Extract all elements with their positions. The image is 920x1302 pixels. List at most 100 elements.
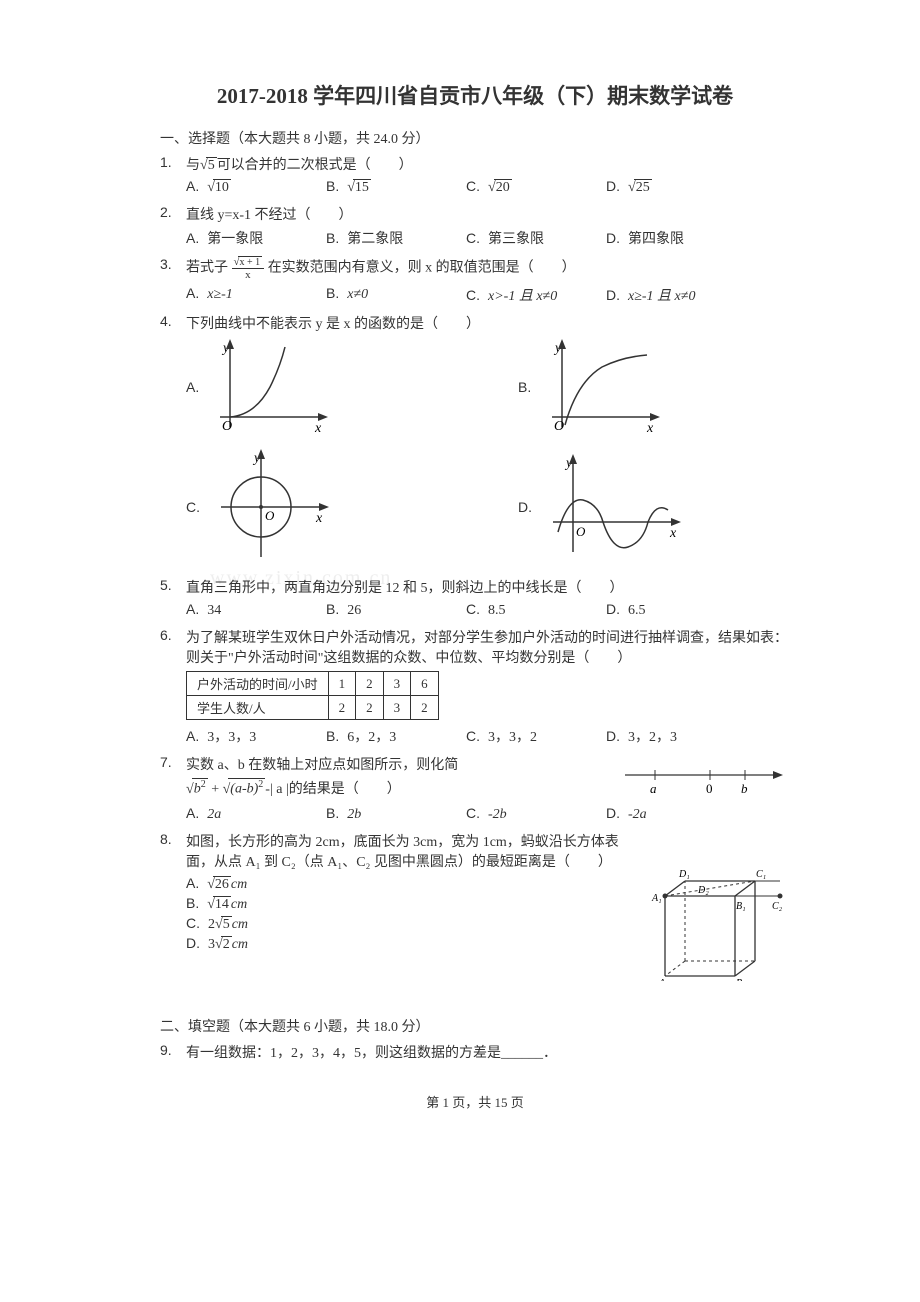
svg-text:x: x [314, 421, 322, 436]
svg-text:O: O [576, 524, 586, 539]
question-3: 3. 若式子 √x + 1 x 在实数范围内有意义，则 x 的取值范围是（ ） [160, 256, 790, 281]
q5-options: A.34 B.26 C.8.5 D.6.5 [186, 601, 790, 621]
svg-text:C₂: C₂ [772, 901, 783, 912]
svg-text:O: O [222, 419, 232, 434]
question-6: 6. 为了解某班学生双休日户外活动情况，对部分学生参加户外活动的时间进行抽样调查… [160, 627, 790, 667]
q8-optC: C.2√5cm [186, 915, 630, 933]
svg-text:A₂: A₂ [658, 978, 669, 981]
q6-optC: C.3，3，2 [466, 726, 606, 746]
svg-text:x: x [669, 526, 677, 541]
q8-optB: B.√14cm [186, 895, 630, 913]
question-8-wrap: 8. 如图，长方形的高为 2cm，底面长为 3cm，宽为 1cm，蚂蚁沿长方体表… [160, 831, 790, 986]
q5-num: 5. [160, 577, 186, 593]
svg-text:O: O [554, 419, 564, 434]
graph-D-svg: y O x [548, 452, 688, 562]
q4-graphC: C. y O x [186, 447, 458, 567]
svg-text:x: x [315, 511, 323, 526]
graph-A-svg: y O x [215, 337, 335, 437]
page-title: 2017-2018 学年四川省自贡市八年级（下）期末数学试卷 [160, 80, 790, 110]
graph-B-svg: y O x [547, 337, 667, 437]
svg-text:D₂: D₂ [697, 885, 709, 896]
q7-optC: C.-2b [466, 805, 606, 823]
table-row: 学生人数/人 2 2 3 2 [187, 696, 439, 720]
q3-text: 若式子 √x + 1 x 在实数范围内有意义，则 x 的取值范围是（ ） [186, 256, 790, 281]
question-7: 7. 实数 a、b 在数轴上对应点如图所示，则化简 [160, 754, 600, 774]
q5-optC: C.8.5 [466, 601, 606, 619]
question-1: 1. 与√5可以合并的二次根式是（ ） [160, 154, 790, 174]
q4-text: 下列曲线中不能表示 y 是 x 的函数的是（ ） [186, 313, 790, 333]
q6-text: 为了解某班学生双休日户外活动情况，对部分学生参加户外活动的时间进行抽样调查，结果… [186, 627, 790, 667]
q6-optD: D.3，2，3 [606, 726, 746, 746]
q8-optD: D.3√2cm [186, 935, 630, 953]
q8-optA: A.√26cm [186, 875, 630, 893]
q7-options: A.2a B.2b C.-2b D.-2a [186, 805, 790, 825]
q8-text: 如图，长方形的高为 2cm，底面长为 3cm，宽为 1cm，蚂蚁沿长方体表面，从… [186, 831, 630, 871]
q2-optC: C.第三象限 [466, 228, 606, 248]
q4-graphs: A. y O x B. y O x [186, 337, 790, 567]
q2-num: 2. [160, 204, 186, 220]
q7-text: 实数 a、b 在数轴上对应点如图所示，则化简 [186, 754, 600, 774]
q7-optD: D.-2a [606, 805, 746, 823]
graph-C-svg: y O x [216, 447, 336, 567]
svg-text:A₁: A₁ [651, 893, 662, 904]
q1-optD: D.√25 [606, 178, 746, 196]
q5-optB: B.26 [326, 601, 466, 619]
q9-num: 9. [160, 1042, 186, 1058]
q8-cuboid-figure: D₁ C₁ A₁ D₂ B₁ C₂ A₂ B₂ [650, 831, 790, 986]
q3-optC: C.x>-1 且 x≠0 [466, 285, 606, 305]
q1-optB: B.√15 [326, 178, 466, 196]
q3-options: A.x≥-1 B.x≠0 C.x>-1 且 x≠0 D.x≥-1 且 x≠0 [186, 285, 790, 307]
q6-optB: B.6，2，3 [326, 726, 466, 746]
svg-text:B₁: B₁ [736, 901, 746, 912]
q7-optA: A.2a [186, 805, 326, 823]
q5-optD: D.6.5 [606, 601, 746, 619]
svg-text:B₂: B₂ [736, 978, 746, 981]
q5-text: 直角三角形中，两直角边分别是 12 和 5，则斜边上的中线长是（ ） [186, 577, 790, 597]
question-7-wrap: 7. 实数 a、b 在数轴上对应点如图所示，则化简 √b2 + √(a-b)2-… [160, 754, 790, 805]
section2-header: 二、填空题（本大题共 6 小题，共 18.0 分） [160, 1016, 790, 1036]
q7-num: 7. [160, 754, 186, 770]
question-4: 4. 下列曲线中不能表示 y 是 x 的函数的是（ ） [160, 313, 790, 333]
page-footer: 第 1 页，共 15 页 [160, 1092, 790, 1111]
q2-text: 直线 y=x-1 不经过（ ） [186, 204, 790, 224]
q3-num: 3. [160, 256, 186, 272]
q4-num: 4. [160, 313, 186, 329]
table-row: 户外活动的时间/小时 1 2 3 6 [187, 672, 439, 696]
q6-num: 6. [160, 627, 186, 643]
q1-num: 1. [160, 154, 186, 170]
svg-text:a: a [650, 781, 657, 796]
q4-graphA: A. y O x [186, 337, 458, 437]
svg-text:O: O [265, 508, 275, 523]
q8-options: A.√26cm B.√14cm C.2√5cm D.3√2cm [186, 875, 630, 955]
q3-optB: B.x≠0 [326, 285, 466, 305]
q6-table: 户外活动的时间/小时 1 2 3 6 学生人数/人 2 2 3 2 [186, 671, 439, 720]
q2-optD: D.第四象限 [606, 228, 746, 248]
q3-optA: A.x≥-1 [186, 285, 326, 305]
q1-optA: A.√10 [186, 178, 326, 196]
q4-graphD: D. y O x [518, 447, 790, 567]
q3-optD: D.x≥-1 且 x≠0 [606, 285, 746, 305]
q2-optA: A.第一象限 [186, 228, 326, 248]
q4-graphB: B. y O x [518, 337, 790, 437]
question-5: 5. 直角三角形中，两直角边分别是 12 和 5，则斜边上的中线长是（ ） [160, 577, 790, 597]
q1-optC: C.√20 [466, 178, 606, 196]
q1-text: 与√5可以合并的二次根式是（ ） [186, 154, 790, 174]
q1-options: A.√10 B.√15 C.√20 D.√25 [186, 178, 790, 198]
q5-optA: A.34 [186, 601, 326, 619]
svg-text:D₁: D₁ [678, 869, 690, 880]
exam-page: 2017-2018 学年四川省自贡市八年级（下）期末数学试卷 一、选择题（本大题… [0, 0, 920, 1151]
svg-text:x: x [646, 421, 654, 436]
q7-numberline: a 0 b [620, 754, 790, 805]
q6-optA: A.3，3，3 [186, 726, 326, 746]
section1-header: 一、选择题（本大题共 8 小题，共 24.0 分） [160, 128, 790, 148]
q9-text: 有一组数据：1，2，3，4，5，则这组数据的方差是______． [186, 1042, 790, 1062]
svg-text:0: 0 [706, 781, 713, 796]
q2-optB: B.第二象限 [326, 228, 466, 248]
question-2: 2. 直线 y=x-1 不经过（ ） [160, 204, 790, 224]
svg-text:C₁: C₁ [756, 869, 766, 880]
question-8: 8. 如图，长方形的高为 2cm，底面长为 3cm，宽为 1cm，蚂蚁沿长方体表… [160, 831, 630, 871]
q8-num: 8. [160, 831, 186, 847]
question-9: 9. 有一组数据：1，2，3，4，5，则这组数据的方差是______． [160, 1042, 790, 1062]
q2-options: A.第一象限 B.第二象限 C.第三象限 D.第四象限 [186, 228, 790, 250]
svg-text:b: b [741, 781, 748, 796]
